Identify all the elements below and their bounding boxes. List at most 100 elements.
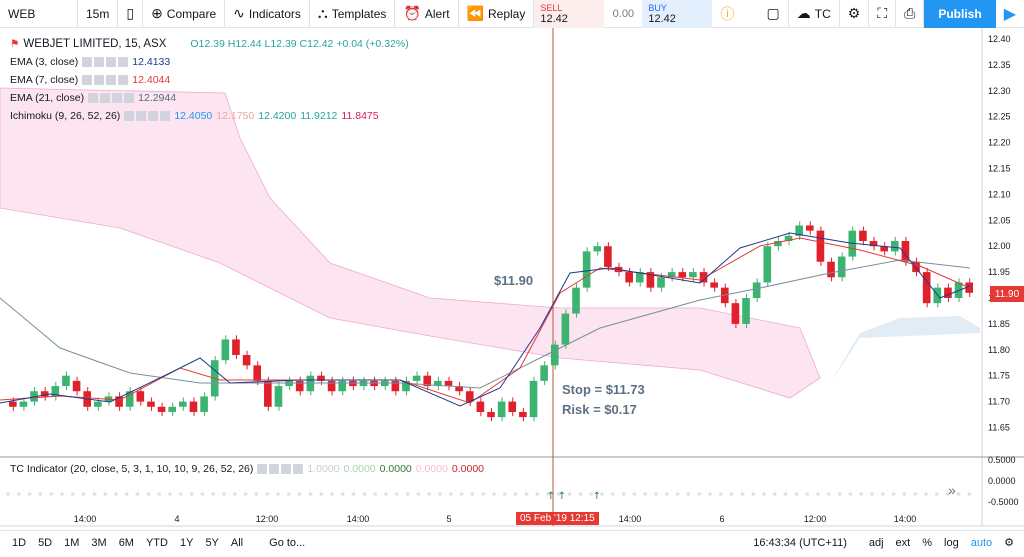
range-5y[interactable]: 5Y <box>205 536 219 549</box>
snapshot-button[interactable]: ⎙ <box>896 0 925 28</box>
range-6m[interactable]: 6M <box>118 536 134 549</box>
candle <box>572 287 580 314</box>
candle <box>94 401 102 407</box>
tc-dot <box>967 492 971 496</box>
indicators-button[interactable]: ∿ Indicators <box>225 0 310 28</box>
ext-toggle[interactable]: ext <box>895 536 911 549</box>
interval-button[interactable]: 15m <box>78 0 119 28</box>
tc-dot <box>557 492 561 496</box>
range-3m[interactable]: 3M <box>91 536 107 549</box>
gear-icon[interactable]: ⚙ <box>1004 537 1014 549</box>
range-5d[interactable]: 5D <box>38 536 53 549</box>
alert-button[interactable]: ⏰ Alert <box>395 0 459 28</box>
compare-label: Compare <box>166 6 217 21</box>
candle <box>890 241 899 252</box>
tc-dot <box>49 492 53 496</box>
templates-button[interactable]: ⛬ Templates <box>310 0 396 28</box>
symbol-search[interactable]: WEB <box>0 0 78 28</box>
tc-dot <box>751 492 755 496</box>
sell-price: 12.42 <box>540 12 568 25</box>
crosshair-time-label: 05 Feb '19 12:15 <box>516 512 599 525</box>
tc-dot <box>330 492 334 496</box>
range-1y[interactable]: 1Y <box>179 536 194 549</box>
symbol-label: WEB <box>8 6 36 21</box>
tc-dot <box>902 492 907 496</box>
tc-dot <box>719 492 723 496</box>
tc-dot <box>459 492 464 496</box>
scroll-right-icon[interactable]: » <box>948 482 956 498</box>
adj-toggle[interactable]: adj <box>868 536 884 549</box>
time-tick-label: 14:00 <box>894 514 917 524</box>
candle <box>200 396 208 412</box>
fullscreen-button[interactable]: ▢ <box>759 0 789 28</box>
tc-dot <box>384 492 388 496</box>
tc-legend[interactable]: TC Indicator (20, close, 5, 3, 1, 10, 10… <box>10 463 484 475</box>
compare-button[interactable]: ⊕ Compare <box>143 0 226 28</box>
trade-panel: SELL 12.42 0.00 BUY 12.42 <box>534 0 713 28</box>
tc-dot <box>773 492 777 496</box>
tc-dot <box>848 492 853 496</box>
ichimoku-legend[interactable]: Ichimoku (9, 26, 52, 26) 12.4050 12.1750… <box>10 110 379 122</box>
candle <box>827 261 835 278</box>
tc-dot <box>827 492 831 496</box>
tc-dot <box>168 492 172 496</box>
tc-dot <box>675 492 680 496</box>
time-tick-label: 14:00 <box>619 514 642 524</box>
tc-dot <box>222 492 226 496</box>
legend-buttons[interactable] <box>124 111 171 121</box>
play-button[interactable]: ▶ <box>996 0 1024 28</box>
settings-button[interactable]: ⚙ <box>840 0 870 28</box>
buy-button[interactable]: BUY 12.42 <box>642 0 713 28</box>
candle <box>264 380 272 407</box>
candle <box>519 411 527 418</box>
time-tick-label: 5 <box>446 514 451 524</box>
candle <box>912 261 920 273</box>
candle <box>147 401 155 407</box>
legend-buttons[interactable] <box>82 75 129 85</box>
price-annotation[interactable]: $11.90 <box>494 273 534 288</box>
chart-area[interactable]: 12.40 12.35 12.30 12.25 12.20 12.15 12.10 12.05… <box>0 28 1024 554</box>
percent-toggle[interactable]: % <box>922 536 933 549</box>
tc-value: 1.0000 <box>307 463 340 475</box>
log-toggle[interactable]: log <box>944 536 959 549</box>
range-1m[interactable]: 1M <box>64 536 80 549</box>
legend-buttons[interactable] <box>257 464 304 474</box>
tc-dot <box>546 492 550 496</box>
layout-button[interactable]: ☁ TC <box>789 0 840 28</box>
candle <box>434 380 442 387</box>
tc-dot <box>621 492 626 496</box>
tc-dot <box>654 492 658 496</box>
tc-dot <box>60 492 64 496</box>
legend-buttons[interactable] <box>88 93 135 103</box>
candle <box>922 272 931 304</box>
goto-button[interactable]: Go to... <box>269 536 306 549</box>
legend-buttons[interactable] <box>82 57 129 67</box>
chart-type-button[interactable]: ▯ <box>118 0 144 28</box>
range-ytd[interactable]: YTD <box>145 536 168 549</box>
tc-dot <box>351 492 356 496</box>
risk-annotation[interactable]: Risk = $0.17 <box>562 402 637 417</box>
price-tick-label: 12.15 <box>988 164 1011 174</box>
ichimoku-cloud <box>0 87 821 399</box>
candle <box>62 375 70 387</box>
sell-button[interactable]: SELL 12.42 <box>534 0 605 28</box>
play-icon: ▶ <box>1003 5 1016 23</box>
publish-button[interactable]: Publish <box>924 0 996 28</box>
range-all[interactable]: All <box>230 536 244 549</box>
tc-arrow-icon: ↑ <box>547 491 555 502</box>
candle <box>774 241 782 247</box>
candle <box>125 391 134 407</box>
ema3-legend[interactable]: EMA (3, close) 12.4133 <box>10 56 170 68</box>
tc-dot <box>146 492 151 496</box>
info-button[interactable]: ⓘ <box>712 0 742 28</box>
range-1d[interactable]: 1D <box>12 536 27 549</box>
fullscreen-toggle[interactable]: ⛶ <box>869 0 897 28</box>
tc-dot <box>686 492 691 496</box>
clock: 16:43:34 (UTC+11) <box>753 536 847 549</box>
ema21-legend[interactable]: EMA (21, close) 12.2944 <box>10 92 176 104</box>
auto-toggle[interactable]: auto <box>970 536 993 549</box>
rewind-icon: ⏪ <box>466 5 484 21</box>
ema7-legend[interactable]: EMA (7, close) 12.4044 <box>10 74 170 86</box>
replay-button[interactable]: ⏪ Replay <box>459 0 535 28</box>
stop-annotation[interactable]: Stop = $11.73 <box>562 382 645 397</box>
